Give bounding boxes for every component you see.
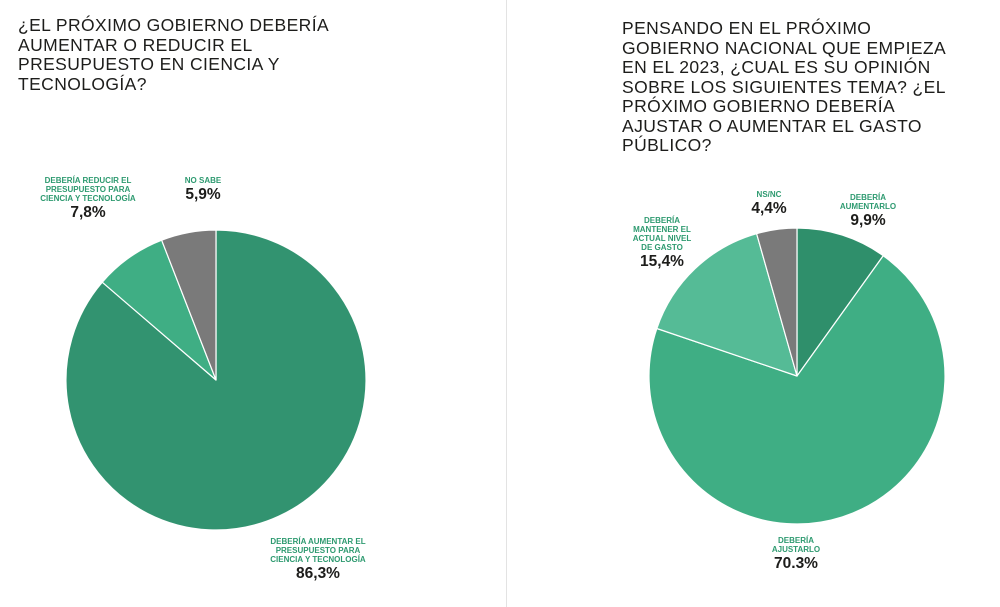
slice-category-aumentarlo: DEBERÍA AUMENTARLO [839, 193, 897, 211]
slice-value-mantener: 15,4% [640, 253, 684, 270]
slice-category-reducir: DEBERÍA REDUCIR EL PRESUPUESTO PARA CIEN… [40, 176, 136, 203]
slice-value-no-sabe: 5,9% [185, 186, 221, 203]
slice-value-aumentar: 86,3% [296, 565, 340, 582]
chart-title-right: PENSANDO EN EL PRÓXIMO GOBIERNO NACIONAL… [622, 18, 947, 155]
slice-category-mantener: DEBERÍA MANTENER EL ACTUAL NIVEL DE GAST… [632, 216, 692, 252]
slice-value-aumentarlo: 9,9% [850, 212, 886, 229]
slice-category-aumentar: DEBERÍA AUMENTAR EL PRESUPUESTO PARA CIE… [270, 537, 366, 564]
slice-value-reducir: 7,8% [70, 204, 106, 221]
slice-category-nsnc: NS/NC [756, 190, 782, 199]
slice-label-aumentarlo: DEBERÍA AUMENTARLO 9,9% [823, 193, 913, 230]
slice-category-ajustarlo: DEBERÍA AJUSTARLO [771, 536, 821, 554]
slice-value-nsnc: 4,4% [751, 200, 787, 217]
slice-category-no-sabe: NO SABE [184, 176, 222, 185]
slice-label-no-sabe: NO SABE 5,9% [168, 176, 238, 204]
slice-label-ajustarlo: DEBERÍA AJUSTARLO 70.3% [746, 536, 846, 573]
slice-label-reducir: DEBERÍA REDUCIR EL PRESUPUESTO PARA CIEN… [18, 176, 158, 222]
panel-divider [506, 0, 507, 607]
slice-label-nsnc: NS/NC 4,4% [744, 190, 794, 218]
chart-title-left: ¿EL PRÓXIMO GOBIERNO DEBERÍA AUMENTAR O … [18, 15, 330, 94]
slice-label-mantener: DEBERÍA MANTENER EL ACTUAL NIVEL DE GAST… [622, 216, 702, 271]
pie-slice-no-sabe [161, 229, 217, 381]
slice-value-ajustarlo: 70.3% [774, 555, 818, 572]
slice-label-aumentar: DEBERÍA AUMENTAR EL PRESUPUESTO PARA CIE… [248, 537, 388, 583]
